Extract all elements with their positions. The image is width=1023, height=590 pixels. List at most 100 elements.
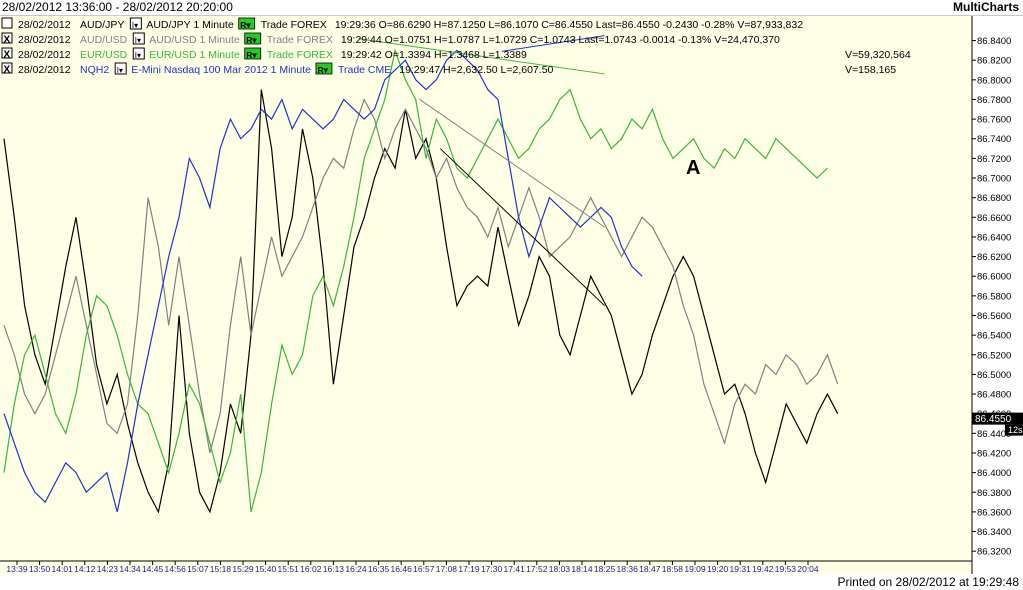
x-tick-label: 16:46 bbox=[391, 564, 413, 574]
x-tick-label: 17:41 bbox=[504, 564, 526, 574]
legend-symbol: NQH2 bbox=[80, 64, 109, 76]
y-tick-label: 86.6400 bbox=[977, 232, 1011, 243]
chart-area[interactable]: 86.3200 86.3400 86.3600 86.3800 86.4000 86.42… bbox=[0, 16, 1023, 574]
realtime-menu-button[interactable] bbox=[238, 17, 256, 30]
y-tick-label: 86.7400 bbox=[977, 134, 1011, 145]
y-tick-label: 86.3800 bbox=[977, 488, 1011, 499]
series-line-audusd bbox=[3, 97, 839, 454]
x-tick-label: 17:19 bbox=[458, 564, 480, 574]
y-tick-label: 86.6000 bbox=[977, 272, 1011, 283]
legend-symbol: AUD/JPY bbox=[80, 19, 124, 31]
visibility-checkbox[interactable] bbox=[1, 17, 13, 29]
series-line-eurusd bbox=[3, 48, 828, 513]
legend-description: E-Mini Nasdaq 100 Mar 2012 1 Minute bbox=[131, 64, 311, 76]
x-tick-label: 17:52 bbox=[526, 564, 548, 574]
legend-row-eurusd[interactable]: X 28/02/2012 EUR/USD I▾ EUR/USD 1 Minute R▾ Tr… bbox=[1, 47, 911, 61]
indicator-menu-button[interactable] bbox=[132, 32, 145, 45]
window-title-bar: 28/02/2012 13:36:00 - 28/02/2012 20:20:0… bbox=[0, 0, 1023, 16]
legend-row-audjpy[interactable]: 28/02/2012 AUD/JPY I▾ AUD/JPY 1 Minute R▾ Tra… bbox=[1, 17, 803, 31]
x-tick-label: 18:47 bbox=[639, 564, 661, 574]
legend-stats: 19:29:47 H=2,632.50 L=2,607.50 bbox=[399, 64, 553, 76]
y-tick-label: 86.4800 bbox=[977, 390, 1011, 401]
realtime-menu-icon: R▾ bbox=[240, 20, 251, 30]
legend-date: 28/02/2012 bbox=[18, 34, 71, 46]
x-tick-label: 15:07 bbox=[187, 564, 209, 574]
realtime-menu-icon: R▾ bbox=[317, 65, 328, 75]
indicator-menu-button[interactable] bbox=[132, 47, 145, 60]
date-range: 28/02/2012 13:36:00 - 28/02/2012 20:20:0… bbox=[2, 0, 233, 14]
trendline-3[interactable] bbox=[419, 99, 605, 228]
indicator-menu-icon: I▾ bbox=[117, 66, 123, 75]
legend-volume: V=158,165 bbox=[845, 64, 896, 76]
trendline-1[interactable] bbox=[357, 38, 605, 75]
legend-description: AUD/USD 1 Minute bbox=[149, 34, 240, 46]
indicator-menu-button[interactable] bbox=[129, 17, 142, 30]
visibility-checkbox[interactable] bbox=[1, 62, 13, 74]
plot-background bbox=[0, 16, 972, 561]
countdown-box bbox=[1005, 424, 1023, 436]
y-tick-label: 86.4000 bbox=[977, 468, 1011, 479]
y-tick-label: 86.3400 bbox=[977, 527, 1011, 538]
y-tick-label: 86.3600 bbox=[977, 507, 1011, 518]
x-tick-label: 16:57 bbox=[413, 564, 435, 574]
x-tick-label: 19:53 bbox=[775, 564, 797, 574]
trendline-4[interactable] bbox=[439, 148, 605, 307]
y-tick-label: 86.4200 bbox=[977, 448, 1011, 459]
legend-date: 28/02/2012 bbox=[18, 49, 71, 61]
legend-date: 28/02/2012 bbox=[18, 19, 71, 31]
legend-row-nqh2[interactable]: X 28/02/2012 NQH2 I▾ E-Mini Nasdaq 100 Mar 2… bbox=[1, 62, 896, 76]
x-tick-label: 19:31 bbox=[730, 564, 752, 574]
y-tick-label: 86.8400 bbox=[977, 36, 1011, 47]
y-tick-label: 86.4400 bbox=[977, 429, 1011, 440]
y-tick-label: 86.6600 bbox=[977, 213, 1011, 224]
y-tick-label: 86.7000 bbox=[977, 174, 1011, 185]
x-tick-label: 14:12 bbox=[74, 564, 96, 574]
realtime-menu-icon: R▾ bbox=[246, 35, 257, 45]
realtime-menu-button[interactable] bbox=[315, 62, 333, 75]
annotation-a: A bbox=[686, 157, 700, 179]
x-tick-label: 16:35 bbox=[368, 564, 390, 574]
y-tick-label: 86.5200 bbox=[977, 350, 1011, 361]
checkbox-mark: X bbox=[4, 65, 11, 76]
x-tick-label: 18:25 bbox=[594, 564, 616, 574]
indicator-menu-icon: I▾ bbox=[135, 36, 141, 45]
legend-venue: Trade CME bbox=[338, 64, 391, 76]
x-tick-label: 16:13 bbox=[323, 564, 345, 574]
legend-stats: 19:29:42 O=1.3394 H=1.3468 L=1.3389 bbox=[341, 49, 527, 61]
legend-date: 28/02/2012 bbox=[18, 64, 71, 76]
y-tick-label: 86.5000 bbox=[977, 370, 1011, 381]
x-tick-label: 18:58 bbox=[662, 564, 684, 574]
x-tick-label: 16:02 bbox=[300, 564, 322, 574]
legend-symbol: AUD/USD bbox=[80, 34, 128, 46]
y-tick-label: 86.8200 bbox=[977, 56, 1011, 67]
x-tick-label: 17:08 bbox=[436, 564, 458, 574]
app-brand: MultiCharts bbox=[953, 0, 1019, 14]
realtime-menu-button[interactable] bbox=[244, 47, 262, 60]
countdown-label: 12s bbox=[1008, 425, 1023, 435]
x-tick-label: 19:09 bbox=[684, 564, 706, 574]
visibility-checkbox[interactable] bbox=[1, 47, 13, 59]
x-tick-label: 14:23 bbox=[97, 564, 119, 574]
print-footer: Printed on 28/02/2012 at 19:29:48 bbox=[837, 575, 1019, 589]
trendline-2[interactable] bbox=[501, 35, 605, 52]
legend-venue: Trade FOREX bbox=[261, 19, 327, 31]
x-tick-label: 18:36 bbox=[617, 564, 639, 574]
x-tick-label: 20:04 bbox=[797, 564, 819, 574]
x-tick-label: 14:34 bbox=[119, 564, 141, 574]
x-tick-label: 15:18 bbox=[210, 564, 232, 574]
y-tick-label: 86.7200 bbox=[977, 154, 1011, 165]
series-line-audjpy bbox=[3, 89, 839, 514]
legend-symbol: EUR/USD bbox=[80, 49, 128, 61]
x-tick-label: 15:40 bbox=[255, 564, 277, 574]
price-chart[interactable]: 86.3200 86.3400 86.3600 86.3800 86.4000 86.42… bbox=[0, 16, 1023, 574]
x-tick-label: 13:39 bbox=[6, 564, 28, 574]
indicator-menu-icon: I▾ bbox=[132, 21, 138, 30]
realtime-menu-button[interactable] bbox=[244, 32, 262, 45]
y-tick-label: 86.8000 bbox=[977, 75, 1011, 86]
visibility-checkbox[interactable] bbox=[1, 32, 13, 44]
legend-row-audusd[interactable]: X 28/02/2012 AUD/USD I▾ AUD/USD 1 Minute R▾ Tr… bbox=[1, 32, 780, 46]
indicator-menu-button[interactable] bbox=[114, 62, 127, 75]
legend-stats: 19:29:44 O=1.0751 H=1.0787 L=1.0729 C=1.… bbox=[341, 34, 780, 46]
x-tick-label: 14:01 bbox=[52, 564, 74, 574]
last-price-label: 86.4550 bbox=[975, 414, 1012, 425]
